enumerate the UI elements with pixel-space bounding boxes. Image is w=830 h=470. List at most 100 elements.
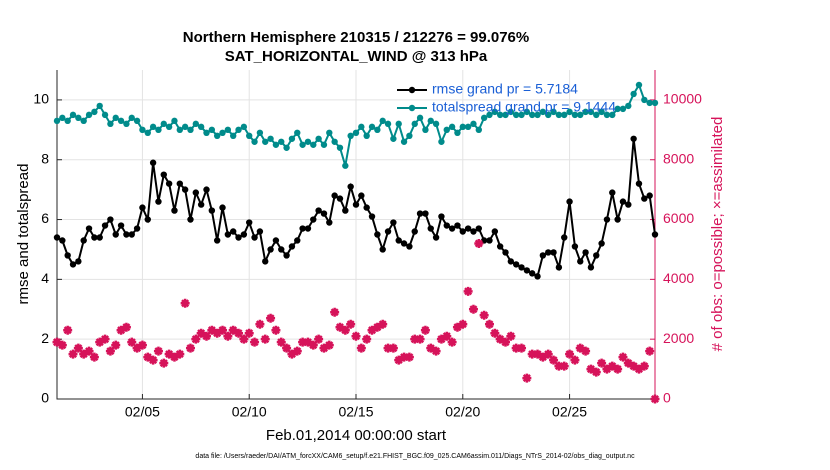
point [53, 234, 61, 241]
obs-marker [308, 340, 318, 350]
point [464, 225, 472, 232]
obs-marker [623, 358, 633, 368]
point [593, 111, 600, 119]
legend-marker [408, 86, 416, 94]
point [149, 123, 157, 131]
obs-marker [111, 340, 121, 350]
obs-marker [89, 352, 99, 362]
obs-marker [495, 334, 505, 344]
obs-marker [276, 337, 286, 347]
point [416, 210, 424, 217]
obs-marker [420, 325, 430, 335]
point [336, 195, 344, 202]
point [438, 138, 445, 145]
point [240, 231, 248, 238]
obs-marker [543, 349, 553, 359]
point [155, 198, 162, 205]
point [427, 117, 434, 125]
point [641, 195, 648, 202]
obs-marker [639, 361, 649, 371]
obs-marker [404, 352, 414, 362]
point [539, 108, 547, 116]
point [614, 105, 621, 113]
point [545, 111, 552, 119]
obs-marker [116, 325, 126, 335]
point [224, 231, 232, 238]
point [187, 126, 194, 134]
point [635, 81, 643, 89]
obs-marker [506, 331, 516, 341]
point [496, 111, 504, 119]
point [358, 123, 365, 131]
point [411, 120, 418, 128]
obs-marker [554, 361, 564, 371]
point [112, 231, 119, 238]
point [448, 225, 456, 232]
point [101, 222, 109, 229]
point [432, 234, 440, 241]
point [85, 111, 93, 119]
obs-marker [218, 325, 228, 335]
obs-marker [442, 331, 452, 341]
point [454, 129, 461, 137]
obs-marker [223, 331, 233, 341]
obs-marker [271, 325, 281, 335]
y2-tick-label: 8000 [663, 150, 694, 166]
point [630, 135, 637, 142]
point [283, 252, 290, 259]
obs-marker [244, 328, 254, 338]
point [347, 183, 354, 190]
obs-marker [121, 322, 131, 332]
point [331, 138, 338, 145]
point [315, 135, 322, 142]
obs-marker [511, 343, 521, 353]
point [523, 108, 531, 116]
obs-marker [212, 328, 222, 338]
obs-marker [84, 346, 94, 356]
chart-subtitle: SAT_HORIZONTAL_WIND @ 313 hPa [225, 48, 488, 65]
obs-marker [346, 319, 356, 329]
point [566, 108, 573, 116]
point [432, 120, 440, 128]
obs-marker [239, 334, 249, 344]
point [133, 225, 141, 232]
point [288, 243, 296, 250]
point [518, 264, 525, 271]
obs-marker [463, 286, 473, 296]
obs-marker [415, 334, 425, 344]
obs-marker [645, 346, 655, 356]
point [646, 192, 653, 199]
point [165, 180, 173, 187]
obs-marker [292, 346, 302, 356]
obs-marker [586, 364, 596, 374]
point [235, 234, 242, 241]
point [320, 210, 328, 217]
point [80, 117, 87, 125]
point [390, 135, 397, 142]
point [283, 144, 290, 151]
obs-marker [153, 346, 163, 356]
point [464, 123, 472, 131]
point [181, 123, 189, 131]
point [480, 237, 488, 244]
point [534, 111, 541, 119]
point [374, 126, 381, 134]
point [534, 273, 541, 280]
point [278, 246, 285, 253]
obs-marker [522, 373, 532, 383]
obs-marker [565, 349, 575, 359]
point [69, 261, 77, 268]
point [192, 189, 200, 196]
point [443, 126, 450, 134]
obs-marker [517, 343, 527, 353]
point [379, 117, 386, 125]
point [272, 237, 280, 244]
obs-marker [175, 349, 185, 359]
point [246, 219, 253, 226]
obs-marker [63, 325, 73, 335]
obs-marker [447, 337, 457, 347]
point [363, 132, 370, 139]
point [304, 138, 312, 145]
obs-marker [399, 352, 409, 362]
y-tick-label: 8 [41, 150, 49, 166]
